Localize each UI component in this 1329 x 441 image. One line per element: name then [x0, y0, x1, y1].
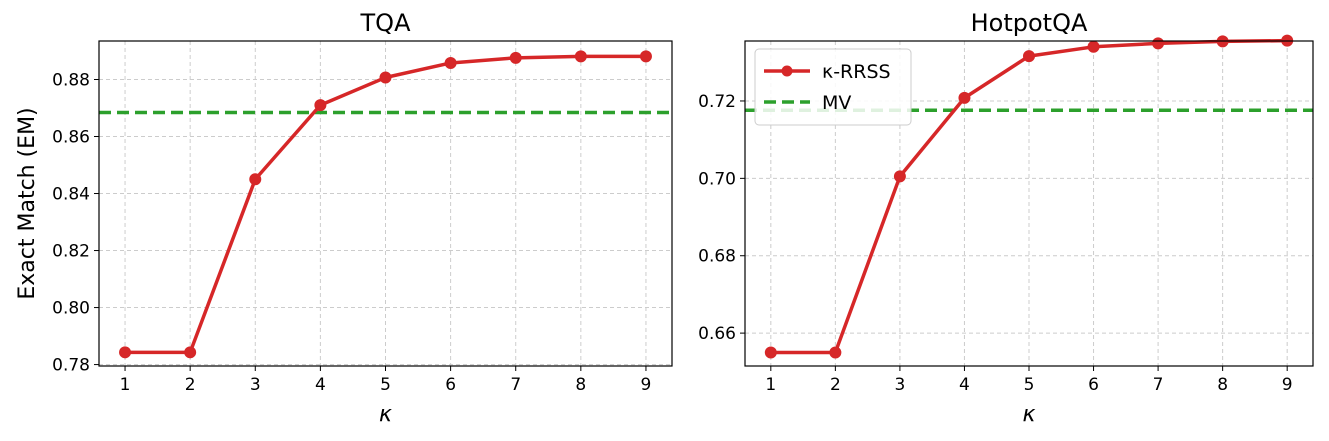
x-tick-label: 7: [510, 375, 521, 395]
rrss-point: [893, 170, 906, 183]
plot-frame: [744, 40, 1314, 367]
rrss-point: [184, 346, 197, 359]
x-axis-label: κ: [1023, 402, 1036, 427]
rrss-point: [574, 50, 587, 63]
y-axis-label: Exact Match (EM): [15, 107, 40, 299]
y-tick-label: 0.86: [52, 128, 90, 148]
rrss-point: [764, 346, 777, 359]
x-tick-label: 4: [959, 375, 970, 395]
rrss-point: [639, 50, 652, 63]
rrss-point: [958, 91, 971, 104]
chart-panel-2: 1 2 3 4 5 6 7 8 9 0.66 0.68 0.70 0.72 HotpotQA κ κ-RRSS…: [698, 9, 1314, 427]
rrss-point: [1087, 40, 1100, 53]
chart-title: TQA: [360, 9, 412, 37]
x-tick-label: 1: [765, 375, 776, 395]
rrss-point: [379, 71, 392, 84]
legend-box: [754, 48, 912, 126]
chart-title: HotpotQA: [971, 9, 1088, 37]
y-tick-label: 0.68: [698, 247, 736, 267]
y-tick-label: 0.88: [52, 70, 90, 90]
x-tick-label: 9: [1282, 375, 1293, 395]
chart-panel-1: 1 2 3 4 5 6 7 8 9 0.78 0.80 0.82 0.84 0.86 0.88 TQA κ Exa…: [15, 9, 673, 427]
rrss-point: [1152, 37, 1165, 50]
rrss-point: [829, 346, 842, 359]
x-tick-label: 3: [894, 375, 905, 395]
legend-rrss-marker: [781, 65, 793, 77]
y-tick-label: 0.66: [698, 324, 736, 344]
x-tick-label: 7: [1153, 375, 1164, 395]
rrss-point: [1023, 50, 1035, 63]
x-tick-label: 2: [830, 375, 841, 395]
legend: κ-RRSS MV: [754, 48, 912, 126]
legend-rrss-label: κ-RRSS: [822, 61, 891, 83]
rrss-point: [444, 56, 457, 69]
y-tick-label: 0.84: [52, 185, 90, 205]
x-tick-label: 5: [1024, 375, 1035, 395]
x-tick-label: 3: [250, 375, 261, 395]
x-tick-label: 8: [575, 375, 586, 395]
x-tick-label: 1: [120, 375, 131, 395]
legend-mv-label: MV: [822, 92, 851, 114]
rrss-point: [249, 173, 262, 186]
x-tick-label: 4: [315, 375, 326, 395]
y-tick-label: 0.72: [698, 92, 736, 112]
y-tick-label: 0.80: [52, 299, 90, 319]
y-tick-label: 0.78: [52, 356, 90, 376]
x-tick-label: 5: [380, 375, 391, 395]
plot-frame: [98, 40, 673, 367]
y-tick-label: 0.82: [52, 242, 90, 262]
x-tick-label: 6: [445, 375, 456, 395]
x-tick-label: 2: [185, 375, 196, 395]
x-tick-label: 6: [1088, 375, 1099, 395]
y-tick-label: 0.70: [698, 169, 736, 189]
rrss-point: [509, 51, 522, 64]
x-axis-label: κ: [379, 402, 392, 427]
rrss-point: [314, 99, 327, 112]
x-tick-label: 8: [1217, 375, 1228, 395]
rrss-point: [119, 346, 132, 359]
x-tick-label: 9: [641, 375, 652, 395]
